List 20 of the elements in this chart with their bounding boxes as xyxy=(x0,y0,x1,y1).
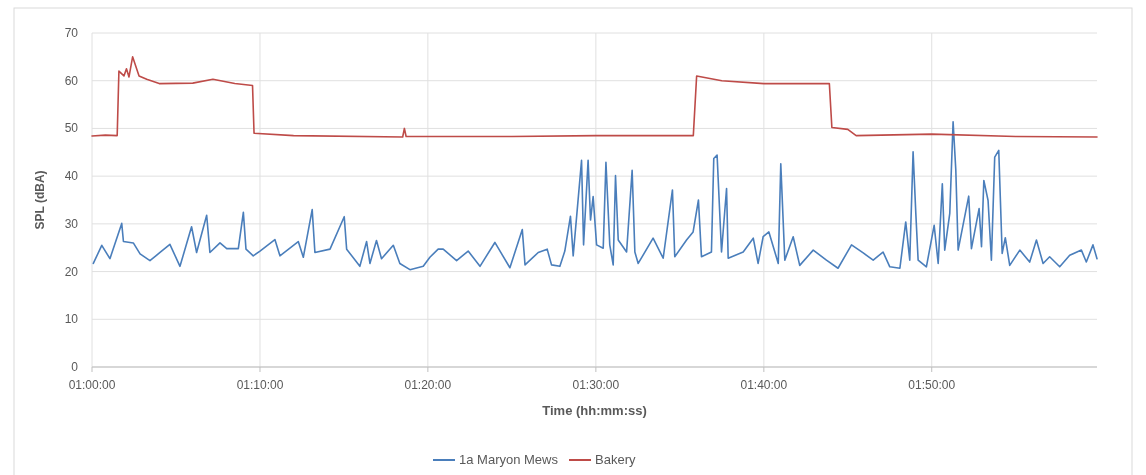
y-tick-label: 60 xyxy=(64,73,79,88)
line-series xyxy=(92,120,1098,271)
y-tick-label: 20 xyxy=(64,264,79,279)
y-axis-title: SPL (dBA) xyxy=(33,170,47,230)
x-axis-title: Time (hh:mm:ss) xyxy=(542,403,647,418)
y-tick-label: 70 xyxy=(64,26,79,40)
x-tick-label: 01:00:00 xyxy=(68,378,116,392)
x-tick-label: 01:20:00 xyxy=(404,378,452,392)
x-tick-label: 01:40:00 xyxy=(740,378,788,392)
legend-label: Bakery xyxy=(595,452,636,467)
y-tick-label: 50 xyxy=(64,121,79,136)
y-tick-label: 10 xyxy=(64,312,79,327)
line-series xyxy=(91,56,1098,138)
legend-label: 1a Maryon Mews xyxy=(459,452,559,467)
y-tick-label: 0 xyxy=(71,360,79,374)
y-tick-label: 30 xyxy=(64,216,79,231)
x-tick-label: 01:10:00 xyxy=(236,378,284,392)
y-tick-label: 40 xyxy=(64,169,79,184)
x-tick-label: 01:50:00 xyxy=(908,378,956,392)
x-tick-label: 01:30:00 xyxy=(572,378,620,392)
